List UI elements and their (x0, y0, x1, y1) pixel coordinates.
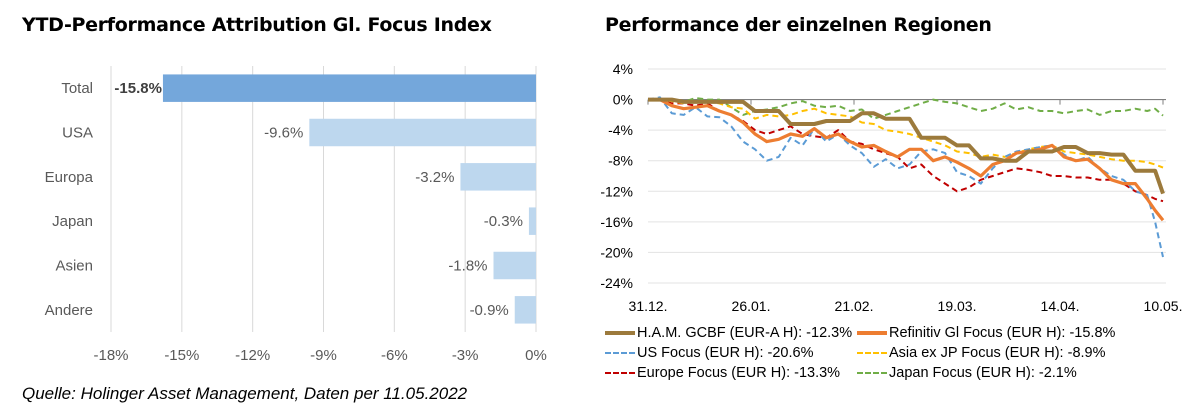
bar-total (162, 74, 536, 102)
category-label: Andere (45, 302, 93, 319)
x-tick-label: -15% (164, 347, 199, 364)
category-label: USA (62, 125, 93, 142)
series-line-0 (648, 97, 1165, 195)
x-tick-label: -18% (93, 347, 128, 364)
legend-swatch (605, 331, 635, 335)
x-tick-label: -9% (310, 347, 337, 364)
y-tick-label: 4% (613, 61, 633, 77)
series-line-5 (648, 97, 1164, 120)
legend-label: US Focus (EUR H): -20.6% (637, 345, 814, 361)
y-tick-label: 0% (613, 92, 633, 108)
legend-item: Europe Focus (EUR H): -13.3% (605, 363, 840, 383)
x-tick-label: 21.02. (835, 298, 874, 314)
x-tick-label: 26.01. (732, 298, 771, 314)
bar-andere (514, 296, 536, 324)
legend-label: H.A.M. GCBF (EUR-A H): -12.3% (637, 325, 853, 341)
y-tick-label: -16% (600, 214, 633, 230)
left-chart-title: YTD-Performance Attribution Gl. Focus In… (22, 14, 492, 36)
legend-label: Refinitiv Gl Focus (EUR H): -15.8% (889, 325, 1116, 341)
legend-item: H.A.M. GCBF (EUR-A H): -12.3% (605, 323, 852, 343)
region-line-chart: 4% 0% -4% -8% -12% -16% -20% -24% 31.12. 26.01. 21… (600, 61, 1183, 314)
x-tick-label: 31.12. (629, 298, 668, 314)
data-label: -0.9% (470, 302, 509, 319)
x-tick-label: 10.05. (1144, 298, 1183, 314)
x-tick-label: -6% (381, 347, 408, 364)
bar-europa (460, 163, 536, 191)
legend-swatch (857, 372, 887, 374)
bar-asien (493, 251, 536, 280)
legend-swatch (605, 352, 635, 354)
right-chart-title: Performance der einzelnen Regionen (605, 14, 992, 36)
legend-label: Asia ex JP Focus (EUR H): -8.9% (889, 345, 1106, 361)
data-label: -15.8% (114, 80, 162, 97)
source-note: Quelle: Holinger Asset Management, Daten… (22, 384, 468, 403)
data-label: -0.3% (484, 213, 523, 230)
x-tick-label: -12% (235, 347, 270, 364)
y-tick-label: -12% (600, 183, 633, 199)
legend-swatch (857, 331, 887, 335)
data-label: -9.6% (264, 125, 303, 142)
bar-usa (309, 118, 536, 147)
y-tick-label: -20% (600, 244, 633, 260)
bar-japan (528, 207, 536, 235)
category-label: Asien (55, 258, 93, 275)
legend-item: Asia ex JP Focus (EUR H): -8.9% (857, 343, 1106, 363)
category-label: Europa (45, 169, 94, 186)
attribution-bar-chart: -18% -15% -12% -9% -6% -3% 0% Total -15.8% USA -9.… (45, 66, 547, 364)
legend-item: Japan Focus (EUR H): -2.1% (857, 363, 1077, 383)
y-tick-label: -8% (608, 153, 633, 169)
legend-item: US Focus (EUR H): -20.6% (605, 343, 813, 363)
series-line-1 (648, 97, 1165, 222)
x-tick-label: 19.03. (938, 298, 977, 314)
category-label: Japan (52, 213, 93, 230)
y-tick-label: -24% (600, 275, 633, 291)
legend-item: Refinitiv Gl Focus (EUR H): -15.8% (857, 323, 1115, 343)
data-label: -1.8% (448, 258, 487, 275)
x-tick-label: 0% (525, 347, 547, 364)
x-tick-label: 14.04. (1041, 298, 1080, 314)
legend-swatch (605, 372, 635, 374)
data-label: -3.2% (415, 169, 454, 186)
legend-label: Japan Focus (EUR H): -2.1% (889, 365, 1077, 381)
legend-swatch (857, 352, 887, 354)
y-tick-label: -4% (608, 122, 633, 138)
series-line-3 (648, 98, 1164, 169)
category-label: Total (61, 80, 93, 97)
x-tick-label: -3% (452, 347, 479, 364)
legend-label: Europe Focus (EUR H): -13.3% (637, 365, 841, 381)
